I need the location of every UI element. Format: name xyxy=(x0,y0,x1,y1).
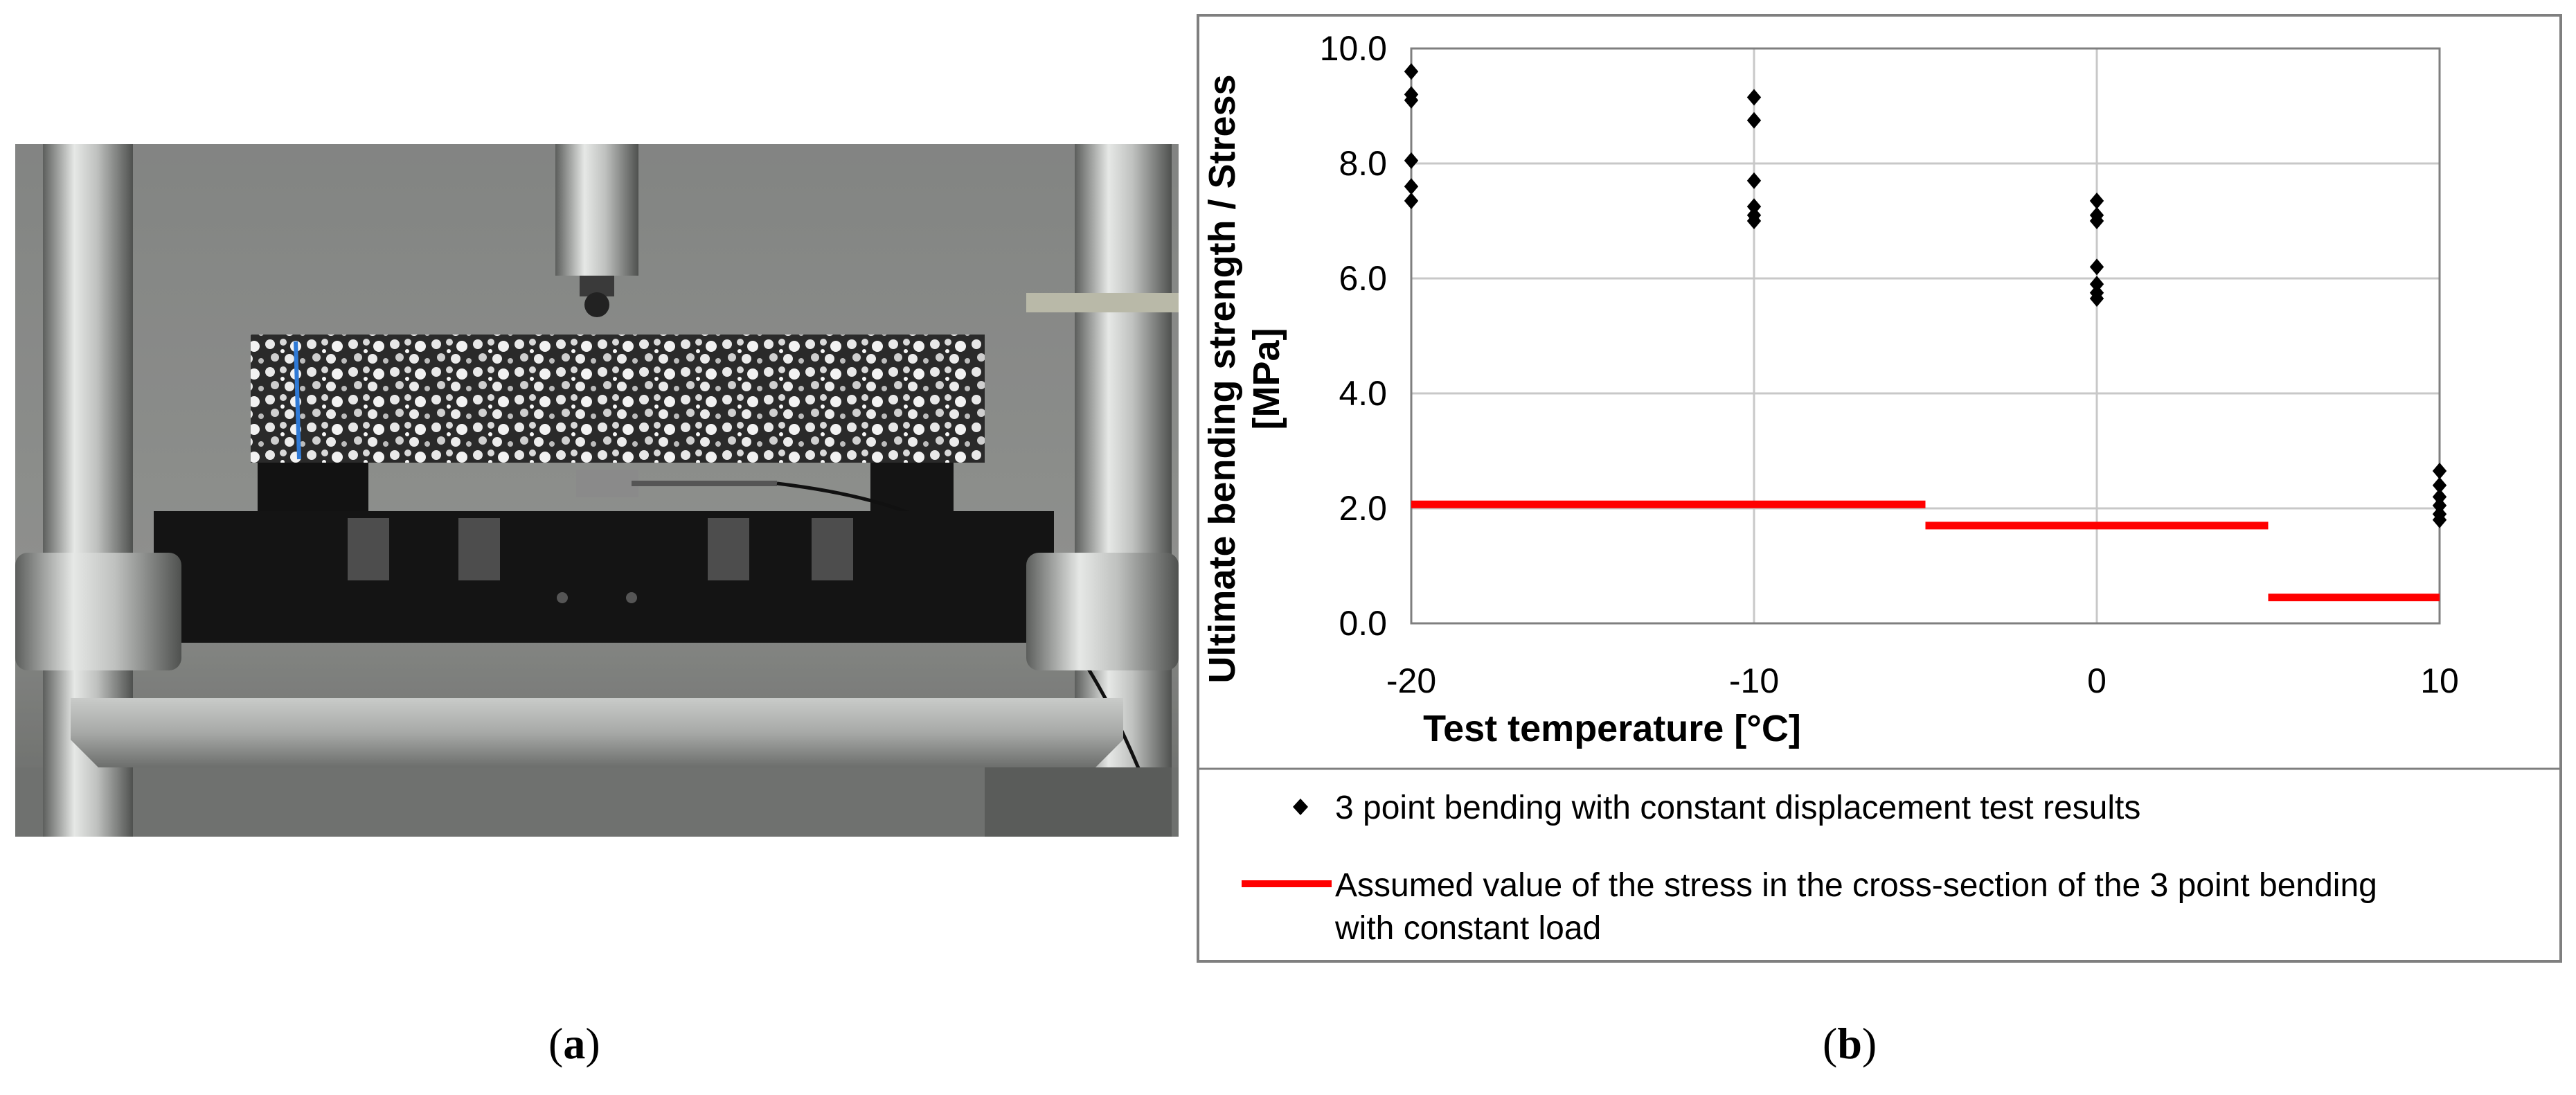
caption-a-letter: a xyxy=(563,1019,586,1068)
data-point-diamond xyxy=(2089,258,2104,276)
y-tick-label: 8.0 xyxy=(1339,144,1387,183)
x-tick-labels: -20 -10 0 10 xyxy=(1386,661,2459,700)
data-point-diamond xyxy=(1746,89,1762,106)
y-tick-label: 10.0 xyxy=(1320,29,1387,68)
y-tick-label: 6.0 xyxy=(1339,259,1387,298)
test-rig-photo xyxy=(15,144,1179,837)
y-axis-title-line1: Ultimate bending strength / Stress xyxy=(1201,74,1243,683)
y-tick-label: 4.0 xyxy=(1339,374,1387,413)
y-tick-label: 0.0 xyxy=(1339,604,1387,643)
x-tick-label: -20 xyxy=(1386,661,1436,700)
data-point-diamond xyxy=(1404,63,1419,80)
x-tick-label: 0 xyxy=(2087,661,2107,700)
data-point-diamond xyxy=(1746,172,1762,189)
caption-b-letter: b xyxy=(1837,1019,1862,1068)
axes xyxy=(1410,47,2441,625)
legend-diamond-marker xyxy=(1293,799,1308,815)
data-point-diamond xyxy=(1404,91,1419,109)
legend-item-scatter: 3 point bending with constant displaceme… xyxy=(1335,790,2140,826)
data-point-diamond xyxy=(1746,112,1762,129)
legend-item-step-line1: Assumed value of the stress in the cross… xyxy=(1335,867,2377,904)
chart-frame xyxy=(1197,14,2562,963)
x-tick-label: -10 xyxy=(1729,661,1779,700)
legend-item-step-line2: with constant load xyxy=(1334,910,1601,947)
bending-strength-chart: 0.0 2.0 4.0 6.0 8.0 10.0 -20 -10 0 10 Test tempe… xyxy=(1197,29,2562,947)
caption-a: (a) xyxy=(548,1019,600,1068)
caption-b: (b) xyxy=(1823,1019,1877,1068)
data-point-diamond xyxy=(1404,152,1419,169)
plot-area-border xyxy=(1410,47,2441,625)
data-point-diamond xyxy=(1404,192,1419,209)
legend: 3 point bending with constant displaceme… xyxy=(1242,790,2377,947)
grid xyxy=(1410,47,2441,625)
data-point-diamond xyxy=(2432,463,2447,480)
data-point-diamond xyxy=(1404,178,1419,195)
x-axis-title: Test temperature [°C] xyxy=(1423,708,1801,749)
y-tick-label: 2.0 xyxy=(1339,489,1387,528)
y-tick-labels: 0.0 2.0 4.0 6.0 8.0 10.0 xyxy=(1320,29,1387,643)
data-point-diamond xyxy=(2089,192,2104,209)
y-axis-title-line2: [MPa] xyxy=(1246,328,1287,430)
data-series xyxy=(1404,63,2447,602)
x-tick-label: 10 xyxy=(2420,661,2459,700)
